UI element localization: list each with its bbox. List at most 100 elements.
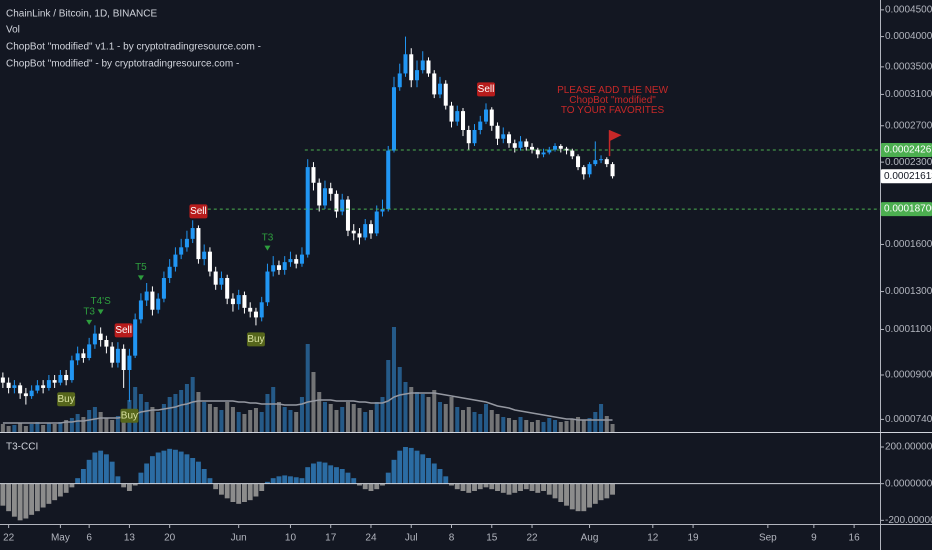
cci-bar xyxy=(144,463,150,484)
cci-bar xyxy=(575,483,581,512)
volume-bar xyxy=(553,420,558,432)
volume-bar xyxy=(115,416,120,432)
cci-bar xyxy=(374,483,380,490)
volume-bar xyxy=(12,425,17,432)
candle-body xyxy=(156,298,161,310)
volume-bar xyxy=(530,422,535,432)
cci-bar xyxy=(247,483,253,501)
cci-bar xyxy=(213,483,219,490)
cci-bar xyxy=(6,483,12,512)
volume-bar xyxy=(374,402,379,432)
candle-body xyxy=(420,60,425,71)
candle-body xyxy=(512,143,517,148)
candle-body xyxy=(576,156,581,168)
candle-body xyxy=(587,164,592,175)
volume-bar xyxy=(173,394,178,432)
pane-title: T3-CCI xyxy=(6,442,38,453)
volume-bar xyxy=(409,387,414,432)
cci-bar xyxy=(420,454,426,484)
cci-bar xyxy=(495,483,500,491)
candle-body xyxy=(328,188,333,194)
candle-body xyxy=(276,265,281,270)
candle-body xyxy=(397,73,402,88)
candle-body xyxy=(547,149,552,153)
volume-bar xyxy=(288,410,293,432)
candle-body xyxy=(225,278,230,299)
volume-bar xyxy=(299,397,304,432)
candle-body xyxy=(230,298,235,305)
candle-body xyxy=(253,311,258,318)
signal-arrow xyxy=(97,309,104,315)
volume-bar xyxy=(322,402,327,432)
cci-bar xyxy=(126,483,132,491)
candle-body xyxy=(271,265,276,272)
candle-body xyxy=(610,164,615,177)
cci-bar xyxy=(426,458,431,484)
volume-bar xyxy=(507,418,512,432)
cci-bar xyxy=(224,483,230,499)
candle-body xyxy=(426,60,431,74)
signal-label: Sell xyxy=(478,84,495,95)
volume-bar xyxy=(345,402,350,432)
volume-bar xyxy=(144,402,149,432)
candle-body xyxy=(391,87,396,151)
volume-bar xyxy=(472,412,477,432)
candle-body xyxy=(570,150,575,157)
cci-bar xyxy=(11,483,17,517)
cci-bar xyxy=(489,483,495,490)
volume-bar xyxy=(386,360,391,432)
candle-body xyxy=(386,150,391,210)
x-tick-label: 22 xyxy=(526,533,538,544)
signal-arrow xyxy=(264,245,271,251)
cci-bar xyxy=(506,483,512,495)
cci-bar xyxy=(149,456,155,484)
x-tick-label: 12 xyxy=(647,533,659,544)
signal-box xyxy=(114,323,133,338)
cci-bar xyxy=(236,483,242,504)
candle-body xyxy=(374,211,379,234)
volume-bar xyxy=(432,390,437,432)
x-tick-label: May xyxy=(51,533,70,544)
cci-bar xyxy=(270,478,276,484)
volume-bar xyxy=(449,397,454,432)
candle-body xyxy=(530,146,535,150)
cci-bar xyxy=(242,483,247,502)
signal-label: T3 xyxy=(262,232,274,243)
candle-body xyxy=(121,348,126,370)
volume-bar xyxy=(219,410,224,432)
cci-bar xyxy=(466,483,472,493)
candle-body xyxy=(104,340,109,347)
volume-bar xyxy=(581,420,586,432)
candle-body xyxy=(207,251,212,272)
volume-bar xyxy=(437,402,443,432)
cci-bar xyxy=(40,483,46,508)
candle-body xyxy=(294,259,299,264)
volume-bar xyxy=(380,397,385,432)
cci-bar xyxy=(230,483,236,502)
cci-bar xyxy=(259,483,265,491)
volume-bar xyxy=(368,410,373,432)
candle-body xyxy=(553,145,558,150)
volume-bar xyxy=(207,404,212,432)
candle-body xyxy=(351,230,356,234)
cci-bar xyxy=(512,483,518,493)
volume-bar xyxy=(253,408,258,432)
cci-bar xyxy=(339,469,345,484)
candle-body xyxy=(443,83,448,106)
volume-bar xyxy=(558,422,563,432)
signal-box xyxy=(477,82,496,97)
candle-body xyxy=(46,380,51,388)
signal-box xyxy=(246,332,265,347)
x-tick-label: Jul xyxy=(405,533,418,544)
candle-body xyxy=(432,73,437,95)
cci-bar xyxy=(115,476,121,484)
cci-bar xyxy=(17,483,23,521)
candle-body xyxy=(98,333,103,341)
candle-body xyxy=(184,238,189,248)
candle-body xyxy=(81,353,86,358)
volume-bar xyxy=(18,423,23,432)
